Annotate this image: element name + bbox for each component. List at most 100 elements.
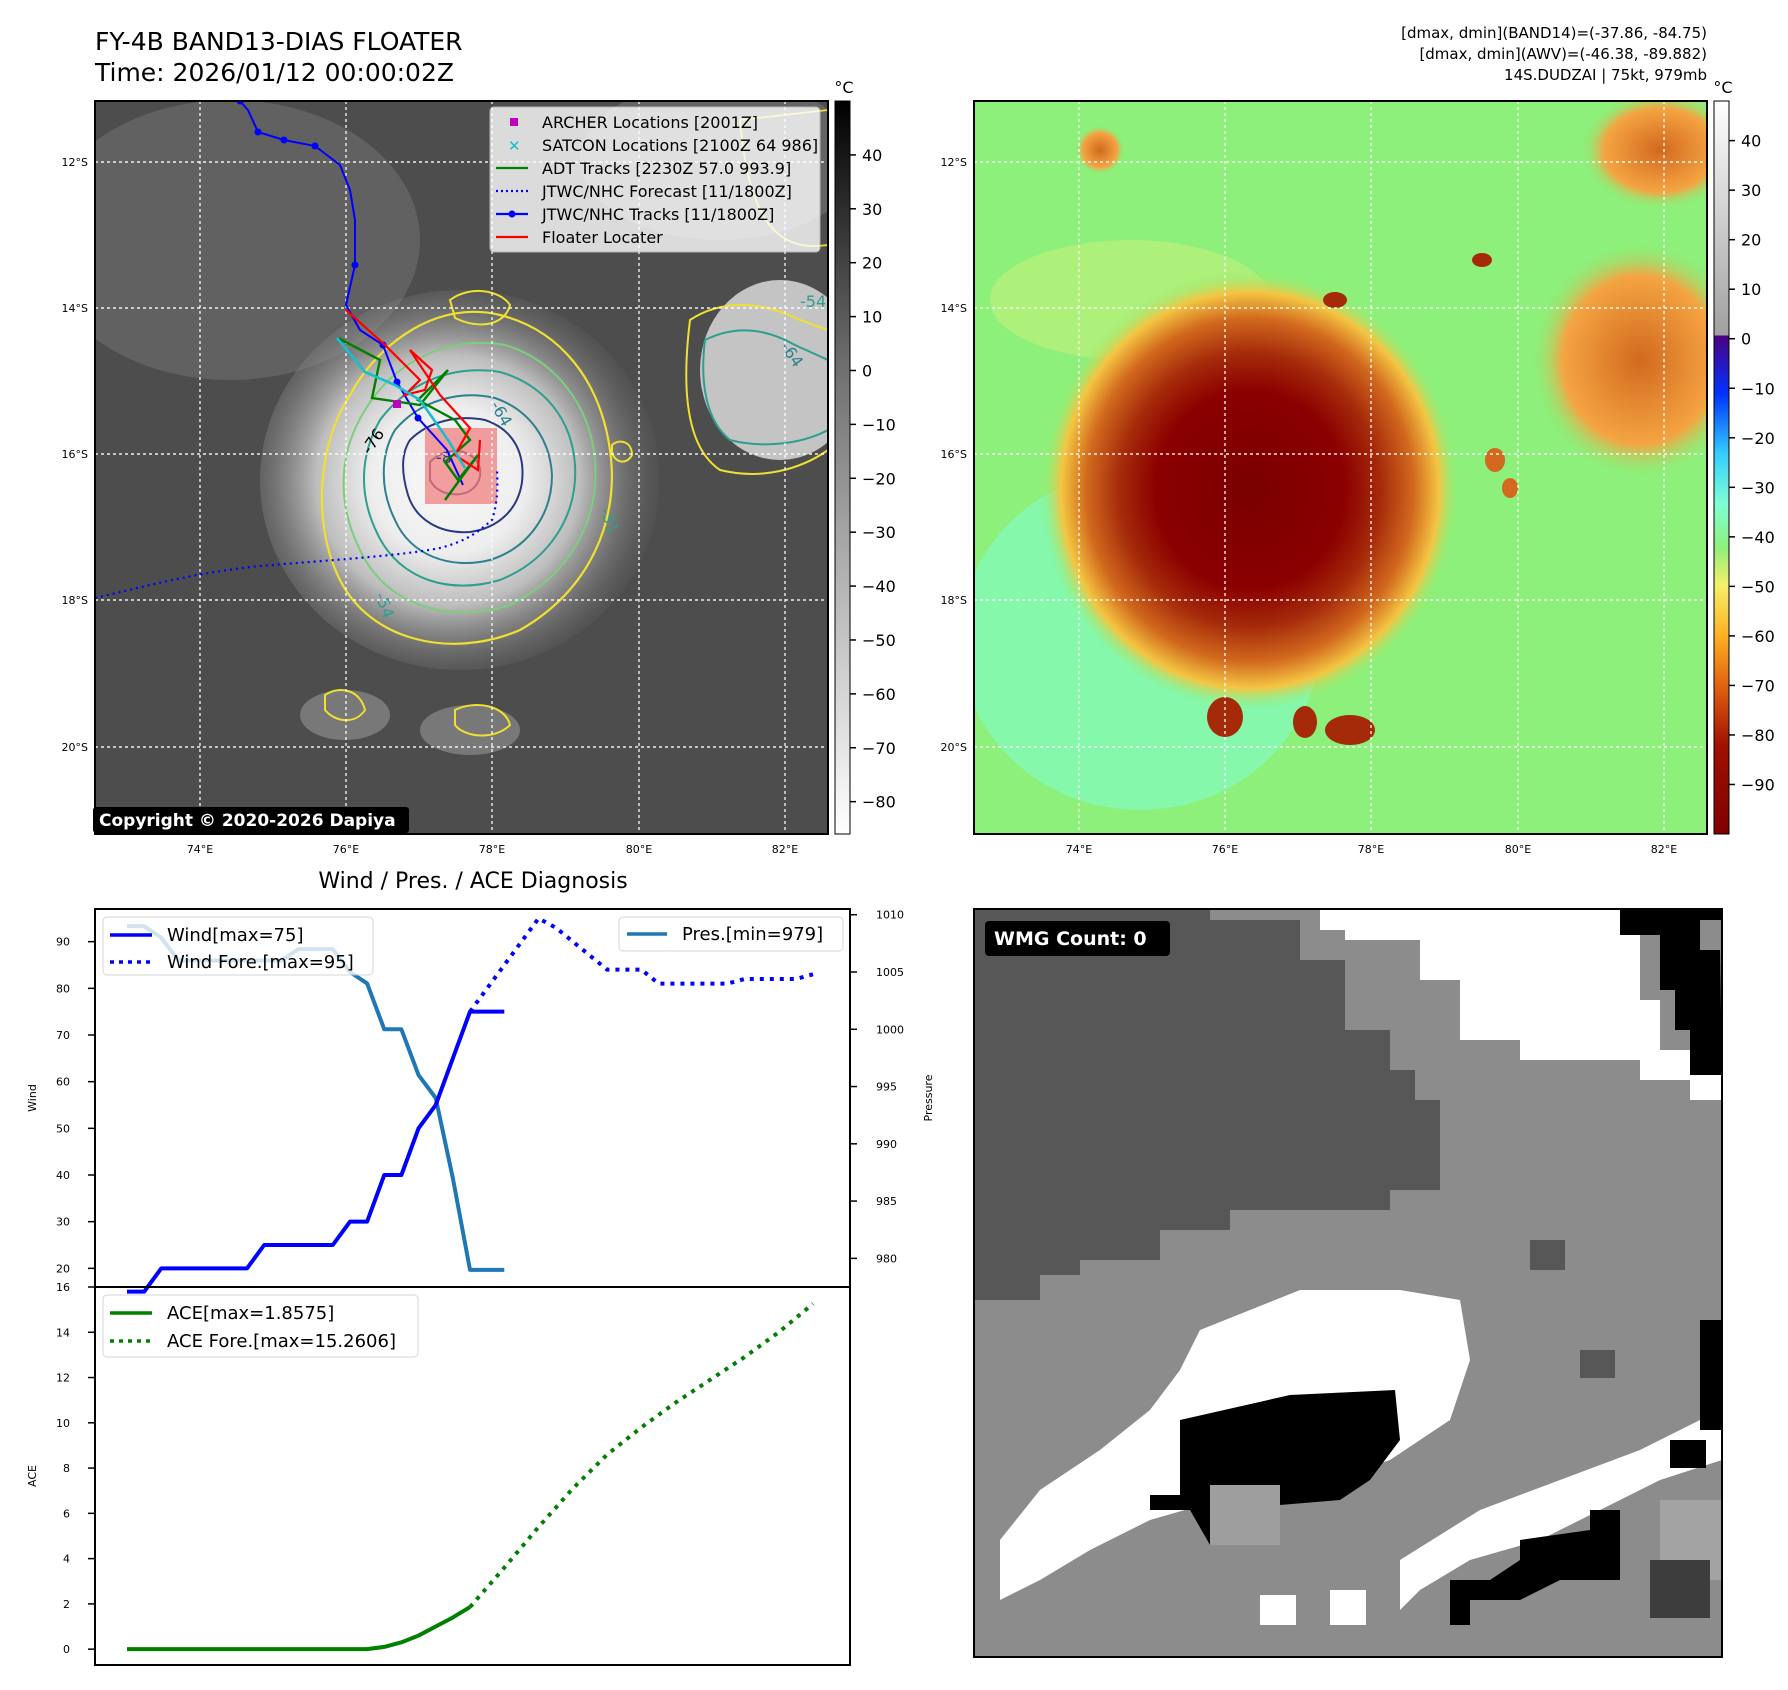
ir-colorbar-tick-label: 0 [862,361,872,380]
ir-colorbar-tick-label: −10 [862,415,896,434]
ace-tick-label: 14 [56,1326,70,1339]
adt-tracks [337,336,479,501]
ir-map-frame [94,100,829,835]
legend-archer-swatch [510,118,518,126]
ace-yticks: 16 14 12 10 8 6 4 2 0 [56,1281,95,1656]
ir-colorbar: °C 40 30 20 10 0 −10 −20 −30 −40 −50 −60 −70 −80 [834,78,896,835]
awv-colorbar-tick-label: 20 [1741,231,1761,250]
jtwc-forecast-track [95,469,499,600]
ace-axes-frame [94,1286,851,1666]
pressure-yticks: 1010 1005 1000 995 990 985 980 [850,909,904,1265]
wind-tick-label: 40 [56,1169,70,1182]
ace-tick-label: 16 [56,1281,70,1294]
pressure-tick-label: 980 [876,1252,897,1265]
pressure-tick-label: 1010 [876,909,904,922]
svg-text:82°E: 82°E [1651,843,1677,856]
awv-colorbar-unit: °C [1713,78,1732,97]
wind-legend: Wind[max=75] Wind Fore.[max=95] [102,916,374,976]
map-legend: ARCHER Locations [2001Z] ✕ SATCON Locati… [489,106,821,253]
ace-tick-label: 6 [63,1507,70,1520]
ir-colorbar-tick-label: 30 [862,200,882,219]
ace-legend-forecast: ACE Fore.[max=15.2606] [167,1331,396,1352]
ace-legend-observed: ACE[max=1.8575] [167,1303,334,1324]
svg-text:80°E: 80°E [626,843,652,856]
wind-tick-label: 90 [56,936,70,949]
svg-text:20°S: 20°S [62,741,88,754]
svg-text:76°E: 76°E [333,843,359,856]
copyright-badge [93,807,409,833]
ace-tick-label: 10 [56,1417,70,1430]
awv-colorbar-tick-label: −50 [1741,577,1775,596]
satcon-path [335,337,467,469]
ace-tick-label: 2 [63,1598,70,1611]
ir-colorbar-tick-label: 10 [862,308,882,327]
wind-legend-observed: Wind[max=75] [167,925,304,946]
ace-tick-label: 0 [63,1643,70,1656]
awv-lat-labels: 12°S 14°S 16°S 18°S 20°S [941,156,967,754]
wind-tick-label: 60 [56,1076,70,1089]
awv-colorbar-tick-label: −10 [1741,379,1775,398]
ir-colorbar-tick-label: −20 [862,469,896,488]
ace-forecast-line [468,1302,815,1609]
legend-tracks: JTWC/NHC Tracks [11/1800Z] [541,205,774,224]
stats-line-3: 14S.DUDZAI | 75kt, 979mb [1504,66,1707,84]
awv-colorbar-tick-label: 10 [1741,280,1761,299]
ir-colorbar-tick-label: 20 [862,254,882,273]
svg-text:82°E: 82°E [772,843,798,856]
pressure-tick-label: 1005 [876,966,904,979]
wmg-panel: WMG Count: 0 [973,908,1723,1658]
legend-archer: ARCHER Locations [2001Z] [542,113,758,132]
title-line-1: FY-4B BAND13-DIAS FLOATER [95,27,463,56]
awv-colorbar-tick-label: 30 [1741,181,1761,200]
contour-teal-2 [382,394,554,564]
awv-storm-core [1040,270,1460,710]
ace-tick-label: 4 [63,1553,70,1566]
ir-colorbar-tick-label: 40 [862,146,882,165]
ace-chart: 16 14 12 10 8 6 4 2 0 ACE ACE[max=1.8575] ACE Fo… [26,1281,851,1666]
awv-colorbar-tick-label: 40 [1741,132,1761,151]
legend-adt: ADT Tracks [2230Z 57.0 993.9] [542,159,791,178]
awv-colorbar-tick-label: 0 [1741,330,1751,349]
diagnosis-title: Wind / Pres. / ACE Diagnosis [318,869,627,894]
pressure-tick-label: 985 [876,1195,897,1208]
ir-colorbar-tick-label: −60 [862,685,896,704]
svg-text:20°S: 20°S [941,741,967,754]
wmg-white-band-top [1320,909,1722,1100]
wmg-count-label: WMG Count: 0 [994,928,1147,950]
copyright-text: Copyright © 2020-2026 Dapiya [99,811,396,831]
awv-colorbar-tick-label: −80 [1741,726,1775,745]
svg-text:74°E: 74°E [1066,843,1092,856]
pressure-line [127,924,505,1272]
wind-pressure-chart: 90 80 70 60 50 40 30 20 1010 1005 1000 995 990 985 98… [26,908,935,1294]
ace-tick-label: 8 [63,1462,70,1475]
awv-lon-labels: 74°E 76°E 78°E 80°E 82°E [1066,843,1677,856]
svg-text:78°E: 78°E [479,843,505,856]
legend-floater: Floater Locater [542,228,663,247]
wind-yticks: 90 80 70 60 50 40 30 20 [56,936,95,1275]
awv-colorbar-tick-label: −20 [1741,429,1775,448]
awv-east-cloud [1530,240,1707,480]
ir-lon-labels: 74°E 76°E 78°E 80°E 82°E [187,843,798,856]
floater-box [425,428,497,504]
wind-line [127,1009,505,1294]
wmg-dark-region [974,909,1440,1300]
awv-colorbar-tick-label: −30 [1741,478,1775,497]
jtwc-track [239,101,464,486]
awv-colorbar-tick-label: −90 [1741,775,1775,794]
ir-colorbar-tick-label: −30 [862,523,896,542]
jtwc-track-points [236,101,422,422]
awv-map-panel: 12°S 14°S 16°S 18°S 20°S 74°E 76°E 78°E … [941,78,1775,856]
wmg-frame [973,908,1723,1658]
contour-teal-1 [363,369,577,587]
contour-green [342,341,597,614]
ir-colorbar-tick-label: −50 [862,631,896,650]
svg-text:16°S: 16°S [62,448,88,461]
awv-colorbar: °C 40 30 20 10 0 −10 −20 −30 −40 −50 −60 −70 −80 −90 [1713,78,1775,835]
awv-colorbar-tick-label: −70 [1741,676,1775,695]
wind-legend-forecast: Wind Fore.[max=95] [167,952,354,973]
ace-legend: ACE[max=1.8575] ACE Fore.[max=15.2606] [102,1294,419,1358]
svg-text:18°S: 18°S [62,594,88,607]
svg-text:80°E: 80°E [1505,843,1531,856]
ir-colorbar-tick-label: −40 [862,577,896,596]
